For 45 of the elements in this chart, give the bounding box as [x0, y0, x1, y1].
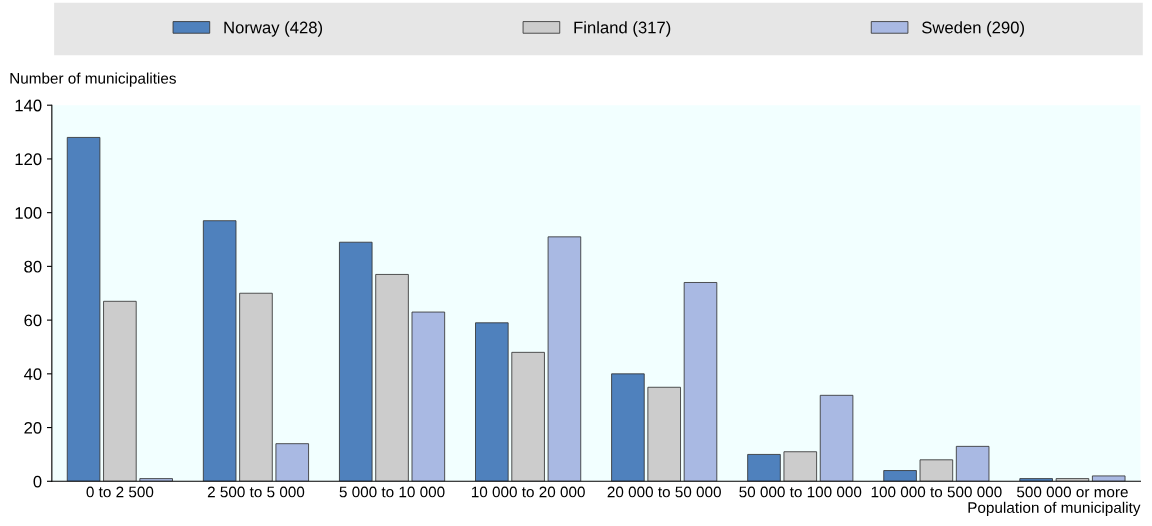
y-tick-label: 0	[33, 475, 42, 488]
x-tick-label: 500 000 or more	[1017, 486, 1128, 498]
bar	[239, 292, 273, 482]
x-tick-label: 50 000 to 100 000	[739, 486, 862, 498]
bar	[475, 322, 509, 482]
x-tick-label: 0 to 2 500	[86, 486, 154, 498]
bar	[411, 311, 446, 482]
bar	[783, 451, 818, 482]
bar	[747, 454, 781, 482]
bar	[1019, 478, 1053, 482]
x-axis-title: Population of municipality	[968, 501, 1141, 517]
bar	[611, 373, 645, 482]
legend-label: Sweden (290)	[922, 21, 1024, 37]
y-tick-label: 80	[24, 260, 42, 273]
bar	[139, 478, 173, 482]
bar	[339, 241, 373, 482]
y-tick-label: 60	[24, 314, 42, 327]
bar	[1055, 478, 1090, 482]
bar	[375, 274, 409, 482]
bar	[955, 445, 990, 482]
bar	[66, 137, 101, 482]
bar	[819, 394, 854, 482]
bar	[103, 300, 137, 482]
bar	[1091, 475, 1126, 482]
x-tick-label: 2 500 to 5 000	[207, 486, 305, 498]
bar	[883, 470, 917, 482]
bar	[275, 443, 309, 482]
y-axis-title: Number of municipalities	[10, 72, 176, 87]
y-tick-label: 40	[23, 368, 42, 381]
x-tick-label: 100 000 to 500 000	[871, 486, 1002, 498]
y-tick-label: 100	[15, 207, 42, 219]
y-tick-label: 20	[24, 421, 42, 434]
legend-label: Finland (317)	[574, 21, 671, 37]
y-tick-label: 120	[15, 153, 42, 166]
bar	[919, 459, 954, 482]
bar	[511, 351, 545, 482]
bar	[547, 236, 582, 482]
x-tick-label: 5 000 to 10 000	[339, 486, 445, 498]
x-tick-label: 20 000 to 50 000	[607, 486, 721, 498]
legend-label: Norway (428)	[224, 21, 323, 37]
y-tick-label: 140	[15, 99, 42, 112]
bar	[647, 386, 681, 482]
bar	[202, 220, 237, 482]
bar	[683, 282, 718, 482]
x-tick-label: 10 000 to 20 000	[471, 486, 585, 498]
